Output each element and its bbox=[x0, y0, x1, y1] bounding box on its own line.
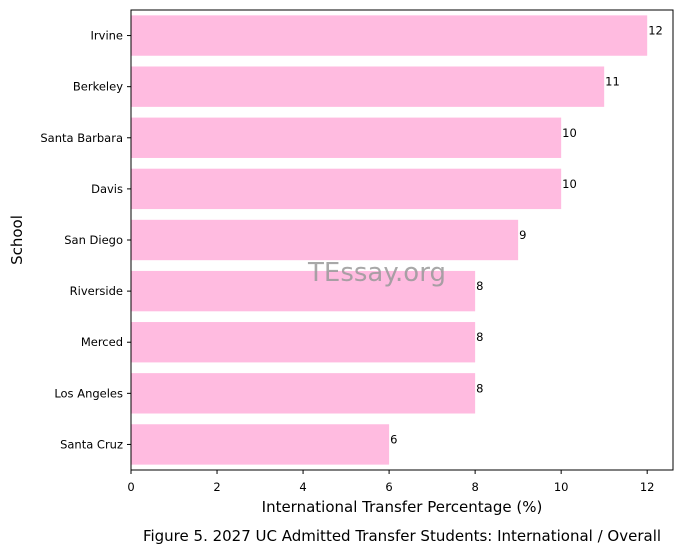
y-tick-label: Berkeley bbox=[73, 80, 123, 94]
data-label: 9 bbox=[519, 228, 526, 242]
x-tick-label: 4 bbox=[299, 480, 306, 494]
figure-caption: Figure 5. 2027 UC Admitted Transfer Stud… bbox=[143, 527, 661, 545]
bar-santa-barbara bbox=[131, 117, 562, 158]
bar-berkeley bbox=[131, 66, 605, 107]
bar-los-angeles bbox=[131, 373, 476, 414]
data-label: 8 bbox=[476, 279, 483, 293]
y-tick-label: Davis bbox=[91, 182, 123, 196]
x-tick-label: 10 bbox=[554, 480, 569, 494]
data-label: 8 bbox=[476, 381, 483, 395]
data-label: 11 bbox=[605, 75, 620, 89]
data-label: 10 bbox=[562, 126, 577, 140]
bar-merced bbox=[131, 322, 476, 363]
x-tick-label: 12 bbox=[640, 480, 655, 494]
bars-group bbox=[131, 15, 648, 465]
y-tick-labels: Irvine Berkeley Santa Barbara Davis San Dieg… bbox=[40, 29, 131, 451]
watermark: TEssay.org bbox=[307, 258, 446, 288]
y-tick-label: Riverside bbox=[70, 284, 123, 298]
y-tick-label: Merced bbox=[81, 335, 123, 349]
plot-frame bbox=[130, 9, 674, 471]
bar-irvine bbox=[131, 15, 648, 56]
data-label: 8 bbox=[476, 330, 483, 344]
x-tick-label: 6 bbox=[385, 480, 392, 494]
y-tick-label: San Diego bbox=[64, 233, 123, 247]
x-tick-label: 8 bbox=[471, 480, 478, 494]
y-tick-label: Santa Cruz bbox=[60, 437, 123, 451]
bar-santa-cruz bbox=[131, 424, 390, 465]
y-tick-label: Los Angeles bbox=[54, 386, 123, 400]
bar-riverside bbox=[131, 270, 476, 312]
data-label: 6 bbox=[390, 432, 397, 446]
data-label: 12 bbox=[648, 24, 663, 38]
y-tick-label: Santa Barbara bbox=[40, 131, 123, 145]
x-tick-label: 2 bbox=[213, 480, 220, 494]
data-labels: 12 11 10 10 9 8 8 8 6 bbox=[390, 24, 663, 447]
y-axis-title: School bbox=[8, 215, 26, 265]
y-tick-label: Irvine bbox=[91, 29, 123, 43]
x-axis-title: International Transfer Percentage (%) bbox=[262, 498, 543, 516]
x-ticks: 0 2 4 6 8 10 12 bbox=[127, 470, 655, 494]
data-label: 10 bbox=[562, 177, 577, 191]
bar-san-diego bbox=[131, 219, 519, 261]
x-tick-label: 0 bbox=[127, 480, 134, 494]
bar-davis bbox=[131, 168, 562, 210]
